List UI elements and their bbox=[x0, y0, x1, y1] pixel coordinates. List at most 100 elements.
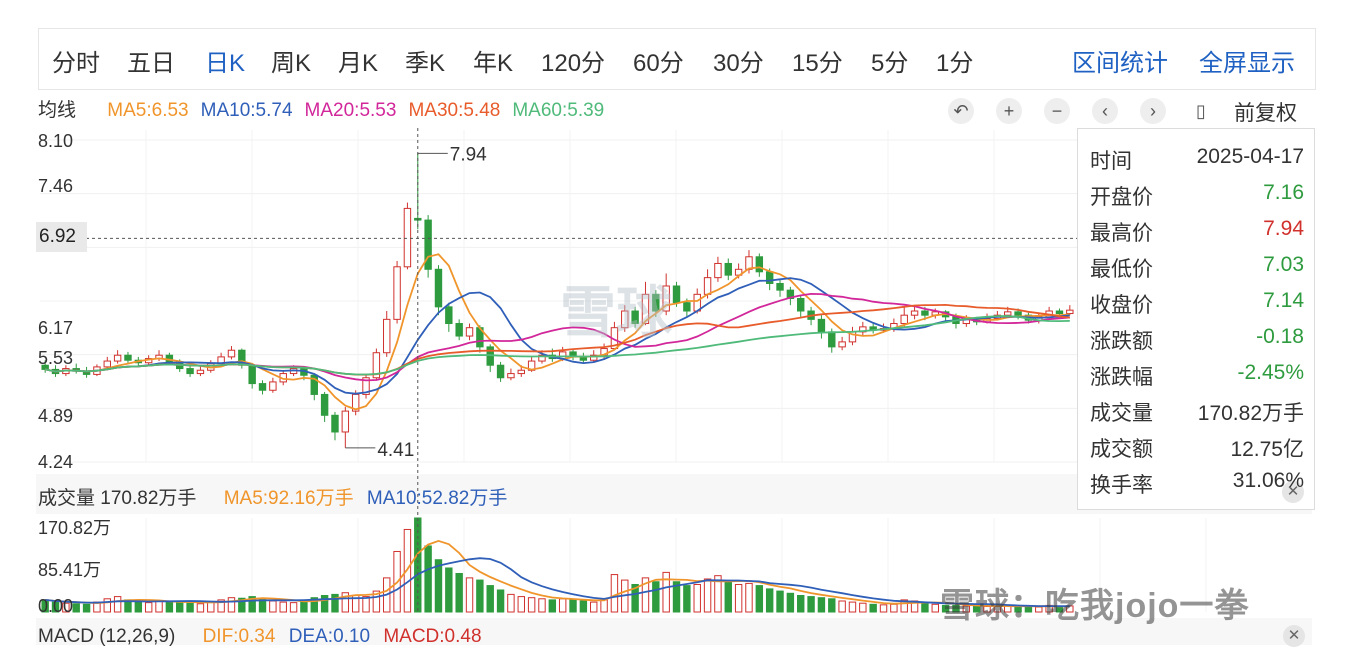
tab-2[interactable]: 日K bbox=[205, 50, 246, 77]
info-key: 收盘价 bbox=[1090, 294, 1153, 317]
volume-tick-0: 170.82万 bbox=[38, 518, 112, 538]
volume-tick-1: 85.41万 bbox=[38, 560, 102, 580]
candle bbox=[393, 260, 401, 324]
zoom-in-icon[interactable]: + bbox=[996, 98, 1022, 124]
low-annotation: 4.41 bbox=[377, 440, 414, 461]
candle bbox=[227, 346, 236, 360]
tab-4[interactable]: 月K bbox=[338, 50, 379, 77]
volume-bar bbox=[538, 598, 546, 613]
info-row: 成交量 170.82万手 bbox=[1090, 397, 1304, 427]
tab-12[interactable]: 1分 bbox=[936, 50, 974, 77]
volume-bar bbox=[579, 600, 588, 613]
volume-bar bbox=[320, 594, 329, 613]
candle bbox=[124, 351, 132, 364]
volume-bar bbox=[703, 578, 712, 613]
info-row: 最低价 7.03 bbox=[1090, 253, 1304, 283]
ma60-line bbox=[45, 315, 1070, 376]
macd-value: MACD:0.48 bbox=[383, 626, 482, 647]
volume-bar bbox=[724, 581, 732, 613]
volume-bar bbox=[362, 596, 370, 613]
volume-bar bbox=[279, 601, 287, 613]
price-tick-0: 8.10 bbox=[38, 131, 74, 151]
tab-8[interactable]: 60分 bbox=[633, 50, 684, 77]
volume-bar bbox=[558, 598, 567, 613]
tab-3[interactable]: 周K bbox=[271, 50, 312, 77]
candle bbox=[817, 315, 826, 339]
candle bbox=[507, 368, 515, 381]
candle bbox=[258, 380, 267, 395]
candle bbox=[838, 336, 846, 351]
volume-bar bbox=[900, 599, 908, 613]
volume-bar bbox=[962, 605, 971, 613]
range-stats-link[interactable]: 区间统计 bbox=[1072, 50, 1168, 77]
ma-legend-item-2: MA20:5.53 bbox=[304, 100, 397, 121]
tab-9[interactable]: 30分 bbox=[713, 50, 764, 77]
zoom-out-icon[interactable]: − bbox=[1044, 98, 1070, 124]
volume-bar bbox=[600, 599, 608, 613]
fullscreen-link[interactable]: 全屏显示 bbox=[1199, 50, 1295, 77]
volume-bar bbox=[269, 600, 277, 613]
volume-bar bbox=[507, 593, 515, 613]
ma10-line bbox=[45, 277, 1070, 395]
candle bbox=[486, 344, 494, 372]
volume-bar bbox=[445, 567, 453, 613]
info-key: 成交额 bbox=[1090, 438, 1153, 461]
price-tick-1: 7.46 bbox=[38, 176, 74, 196]
tab-1[interactable]: 五日 bbox=[127, 50, 175, 77]
volume-bar bbox=[714, 575, 722, 613]
panel-close-icon[interactable]: ✕ bbox=[1282, 481, 1304, 503]
tab-11[interactable]: 5分 bbox=[871, 50, 909, 77]
macd-header-band bbox=[36, 618, 1312, 645]
candle bbox=[41, 360, 49, 373]
volume-bar bbox=[227, 597, 236, 613]
volume-bar bbox=[755, 585, 764, 613]
volume-bar bbox=[548, 599, 557, 613]
info-value: 170.82万手 bbox=[1197, 402, 1304, 425]
info-key: 时间 bbox=[1090, 150, 1132, 173]
volume-bar bbox=[372, 590, 381, 613]
candle bbox=[82, 366, 91, 378]
volume-bar bbox=[776, 590, 784, 613]
tab-10[interactable]: 15分 bbox=[792, 50, 843, 77]
volume-legend: 成交量 170.82万手 MA5:92.16万手 MA10:52.82万手 bbox=[38, 483, 507, 510]
volume-bar bbox=[103, 598, 111, 613]
info-key: 最低价 bbox=[1090, 258, 1153, 281]
candle bbox=[641, 281, 650, 326]
volume-bar bbox=[496, 589, 505, 613]
candle bbox=[910, 305, 919, 320]
undo-icon[interactable]: ↶ bbox=[948, 98, 974, 124]
candle bbox=[238, 348, 246, 369]
ma-legend-item-0: MA5:6.53 bbox=[107, 100, 189, 121]
vol-ma5-line bbox=[45, 539, 1070, 608]
candle bbox=[621, 305, 629, 332]
tab-0[interactable]: 分时 bbox=[52, 50, 100, 77]
tab-5[interactable]: 季K bbox=[405, 50, 446, 77]
info-key: 换手率 bbox=[1090, 474, 1153, 497]
candle bbox=[72, 363, 80, 374]
volume-bar bbox=[134, 601, 143, 613]
tab-7[interactable]: 120分 bbox=[541, 50, 606, 77]
high-annotation: 7.94 bbox=[450, 144, 487, 165]
volume-bar bbox=[300, 601, 308, 613]
chevron-right-icon[interactable]: › bbox=[1140, 98, 1166, 124]
price-tick-5: 4.89 bbox=[38, 406, 74, 426]
chevron-left-icon[interactable]: ‹ bbox=[1092, 98, 1118, 124]
macd-label: MACD (12,26,9) bbox=[38, 626, 176, 647]
info-row: 收盘价 7.14 bbox=[1090, 289, 1304, 319]
info-key: 成交量 bbox=[1090, 402, 1153, 425]
ma20-line bbox=[45, 292, 1070, 382]
candle-icon[interactable]: ▯ bbox=[1196, 101, 1206, 121]
candle bbox=[331, 411, 339, 441]
tab-6[interactable]: 年K bbox=[473, 50, 514, 77]
candle bbox=[755, 253, 764, 277]
candle bbox=[1066, 305, 1074, 316]
candle bbox=[786, 286, 795, 306]
adjust-mode-selector[interactable]: 前复权 bbox=[1234, 102, 1297, 125]
volume-bar bbox=[517, 596, 525, 613]
current-price-label: 6.92 bbox=[36, 222, 87, 252]
info-row: 最高价 7.94 bbox=[1090, 217, 1304, 247]
volume-bar bbox=[569, 599, 577, 613]
candle bbox=[269, 377, 277, 393]
volume-bar bbox=[238, 597, 246, 613]
macd-close-icon[interactable]: ✕ bbox=[1283, 625, 1305, 647]
